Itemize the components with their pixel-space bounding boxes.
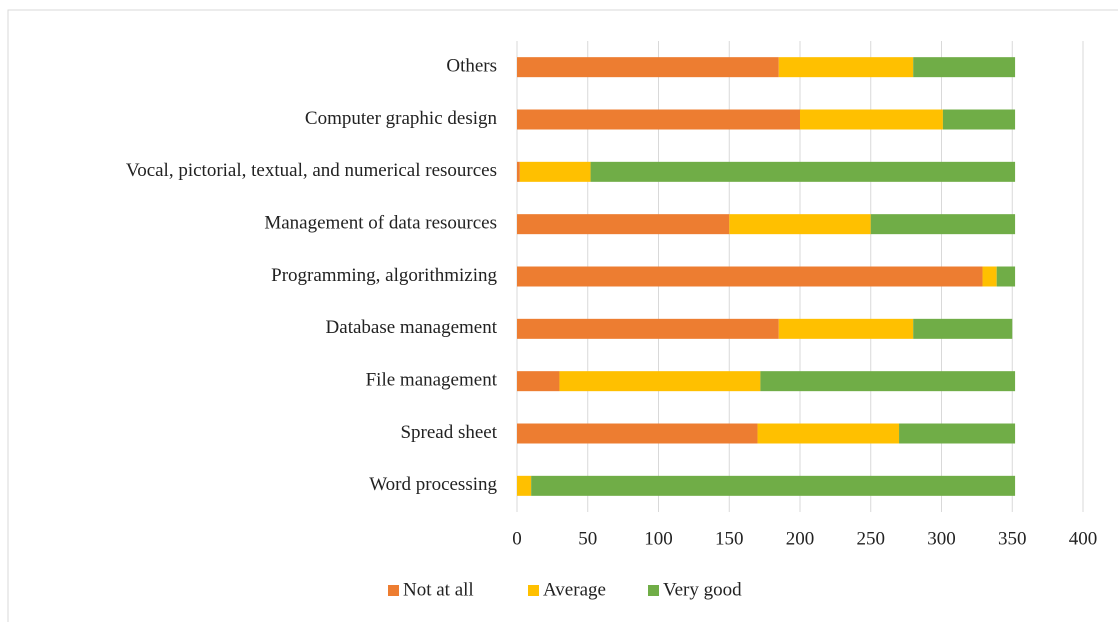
y-tick-label: File management xyxy=(366,370,498,391)
x-tick-label: 150 xyxy=(715,528,744,549)
bar-segment xyxy=(517,475,532,496)
bar-segment xyxy=(913,57,1016,78)
bar-segment xyxy=(913,318,1013,339)
bar-segment xyxy=(517,423,758,444)
bar-segment xyxy=(517,318,779,339)
y-tick-label: Database management xyxy=(326,317,498,338)
bar-segment xyxy=(517,214,730,235)
bar-segment xyxy=(760,371,1016,392)
bar-segment xyxy=(870,214,1016,235)
y-tick-label: Others xyxy=(446,56,497,77)
bar-segment xyxy=(519,161,591,182)
legend-label: Average xyxy=(543,579,606,600)
bar-segment xyxy=(517,109,800,130)
bar-segment xyxy=(899,423,1016,444)
y-tick-label: Vocal, pictorial, textual, and numerical… xyxy=(126,160,497,181)
bar-segment xyxy=(517,57,779,78)
x-tick-label: 300 xyxy=(927,528,956,549)
bar-segment xyxy=(729,214,871,235)
x-tick-label: 100 xyxy=(644,528,673,549)
bar-segment xyxy=(517,266,983,287)
bar-segment xyxy=(800,109,943,130)
x-tick-label: 400 xyxy=(1069,528,1098,549)
legend-swatch xyxy=(648,585,659,596)
legend-swatch xyxy=(528,585,539,596)
x-tick-label: 200 xyxy=(786,528,815,549)
bar-segment xyxy=(982,266,997,287)
y-tick-label: Computer graphic design xyxy=(305,108,498,129)
bar-segment xyxy=(531,475,1016,496)
chart-frame xyxy=(7,9,1118,622)
bar-segment xyxy=(757,423,900,444)
y-tick-label: Word processing xyxy=(369,474,497,495)
legend-label: Very good xyxy=(663,579,742,600)
bar-segment xyxy=(517,161,520,182)
bar-segment xyxy=(996,266,1016,287)
x-tick-label: 50 xyxy=(578,528,597,549)
bar-segment xyxy=(559,371,761,392)
x-tick-label: 350 xyxy=(998,528,1027,549)
bar-segment xyxy=(942,109,1016,130)
y-tick-label: Spread sheet xyxy=(400,422,497,443)
bar-segment xyxy=(778,318,914,339)
legend-label: Not at all xyxy=(403,579,474,600)
bar-segment xyxy=(778,57,914,78)
x-tick-label: 0 xyxy=(512,528,522,549)
x-tick-label: 250 xyxy=(857,528,886,549)
legend-swatch xyxy=(388,585,399,596)
bar-segment xyxy=(517,371,560,392)
bar-segment xyxy=(590,161,1016,182)
y-tick-label: Management of data resources xyxy=(264,213,497,234)
y-tick-label: Programming, algorithmizing xyxy=(271,265,497,286)
